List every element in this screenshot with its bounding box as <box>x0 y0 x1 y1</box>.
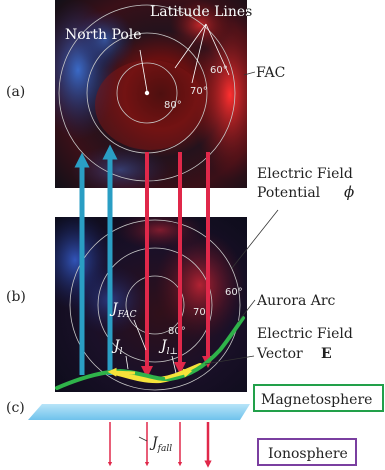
panel-label-c: (c) <box>6 400 25 416</box>
north-pole-label: North Pole <box>65 27 142 43</box>
current-vector-left <box>107 367 136 377</box>
fac-leader <box>243 71 256 76</box>
ionosphere-sheet <box>28 404 250 420</box>
j-l-perp-leader <box>171 355 177 374</box>
current-vector-right <box>164 368 193 380</box>
panel-label-b: (b) <box>6 289 26 305</box>
magnetosphere-box <box>253 384 384 412</box>
latitude-leader-3 <box>205 23 230 76</box>
j-l-leader <box>125 355 129 370</box>
deg-80-label-a: 80° <box>164 100 182 111</box>
ionosphere-box <box>257 438 357 466</box>
north-pole-leader <box>139 49 148 92</box>
latitude-circle-80 <box>116 62 178 124</box>
potential-map-panel <box>55 217 247 392</box>
j-l-label: Jl <box>111 338 123 357</box>
potential-label-line2: Potential <box>257 185 321 201</box>
j-fall-leader <box>138 436 148 442</box>
j-fac-label: JFAC <box>109 301 137 320</box>
fac-label: FAC <box>256 65 285 81</box>
efield-label-line2: Vector <box>256 346 303 362</box>
deg-70-label-b: 70° <box>193 307 211 318</box>
aurora-arc-label: Aurora Arc <box>256 293 336 309</box>
deg-80-label-b: 80° <box>168 326 186 337</box>
potential-label-line1: Electric Field <box>257 166 353 182</box>
potential-circle-70 <box>97 247 213 363</box>
deg-70-label-a: 70° <box>190 86 208 97</box>
deg-60-label-a: 60° <box>210 65 228 76</box>
latitude-lines-label-overlay: Latitude Lines <box>150 4 252 20</box>
north-pole-dot <box>144 90 150 96</box>
j-fac-leader <box>133 319 147 351</box>
aurora-arc-leader <box>237 299 256 323</box>
fac-map-panel <box>55 0 247 188</box>
deg-60-label-b: 60° <box>225 287 243 298</box>
potential-circle-60 <box>69 219 241 391</box>
efield-label-line1: Electric Field <box>257 326 353 342</box>
potential-circle-80 <box>125 275 185 335</box>
j-l-perp-label: Jl⊥ <box>158 338 178 357</box>
ionosphere-label: Ionosphere <box>268 446 348 462</box>
panel-label-a: (a) <box>6 84 25 100</box>
magnetosphere-label: Magnetosphere <box>261 392 372 408</box>
latitude-leader-2 <box>191 23 207 84</box>
efield-symbol: E <box>321 346 332 362</box>
potential-symbol: ϕ <box>344 183 354 201</box>
efield-leader <box>204 355 255 365</box>
latitude-leader-1 <box>174 23 207 69</box>
aurora-arc <box>55 316 245 390</box>
j-fall-label: Jfall <box>149 435 172 454</box>
potential-leader <box>231 209 279 269</box>
latitude-lines-label: Latitude Lines <box>150 4 252 20</box>
